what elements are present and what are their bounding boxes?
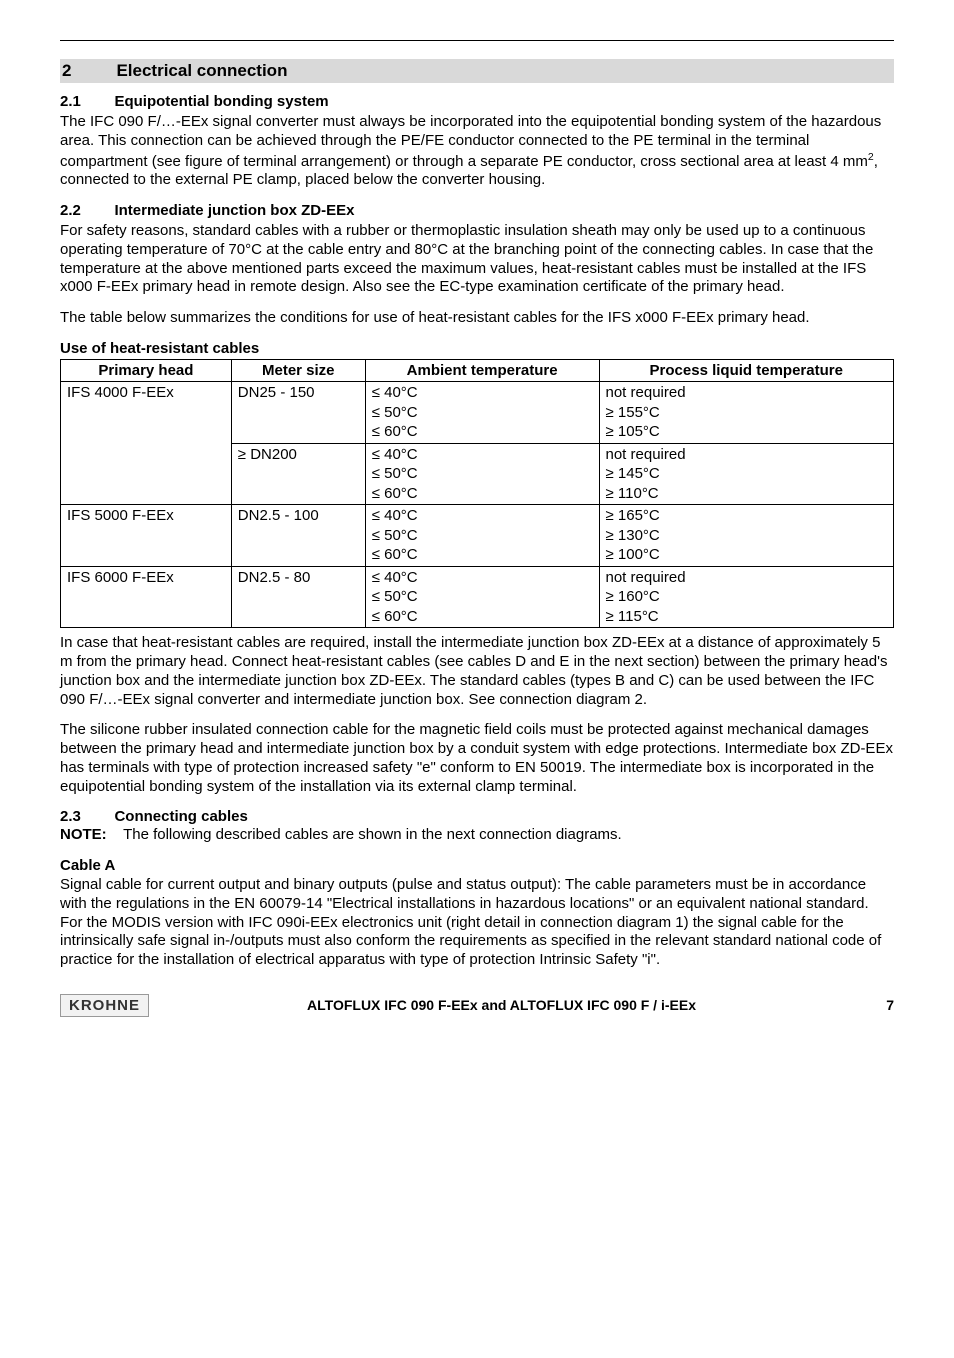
subheading-2-1: 2.1 Equipotential bonding system <box>60 93 894 111</box>
cell-process: ≥ 165°C ≥ 130°C ≥ 100°C <box>599 505 894 567</box>
table-row: IFS 5000 F-EEx DN2.5 - 100 ≤ 40°C ≤ 50°C… <box>61 505 894 567</box>
table-header-row: Primary head Meter size Ambient temperat… <box>61 359 894 382</box>
s22-p2: The table below summarizes the condition… <box>60 309 894 328</box>
cell-primary: IFS 5000 F-EEx <box>61 505 232 567</box>
cable-a-label: Cable A <box>60 857 894 874</box>
section-number: 2 <box>60 61 112 81</box>
cell-ambient: ≤ 40°C ≤ 50°C ≤ 60°C <box>365 382 599 444</box>
th-process: Process liquid temperature <box>599 359 894 382</box>
cell-process: not required ≥ 160°C ≥ 115°C <box>599 566 894 628</box>
sub-title: Equipotential bonding system <box>114 93 328 110</box>
footer-logo: KROHNE <box>60 994 149 1017</box>
cell-ambient: ≤ 40°C ≤ 50°C ≤ 60°C <box>365 443 599 505</box>
table-row: IFS 6000 F-EEx DN2.5 - 80 ≤ 40°C ≤ 50°C … <box>61 566 894 628</box>
page: 2 Electrical connection 2.1 Equipotentia… <box>0 0 954 1037</box>
s21-body-a: The IFC 090 F/…-EEx signal converter mus… <box>60 113 881 170</box>
section-title: Electrical connection <box>116 61 287 80</box>
note-label: NOTE: <box>60 826 107 843</box>
subheading-2-3: 2.3 Connecting cables <box>60 808 894 826</box>
th-primary: Primary head <box>61 359 232 382</box>
cell-process: not required ≥ 145°C ≥ 110°C <box>599 443 894 505</box>
cell-meter: DN2.5 - 100 <box>231 505 365 567</box>
cell-meter: DN25 - 150 <box>231 382 365 444</box>
top-rule <box>60 40 894 41</box>
s21-body: The IFC 090 F/…-EEx signal converter mus… <box>60 113 894 190</box>
subheading-2-2: 2.2 Intermediate junction box ZD-EEx <box>60 202 894 220</box>
cell-primary: IFS 4000 F-EEx <box>61 382 232 505</box>
cell-meter: ≥ DN200 <box>231 443 365 505</box>
sub-title: Connecting cables <box>114 808 247 825</box>
note-text: The following described cables are shown… <box>123 826 622 843</box>
s22-p1: For safety reasons, standard cables with… <box>60 222 894 297</box>
s22-p3: In case that heat-resistant cables are r… <box>60 634 894 709</box>
table-row: IFS 4000 F-EEx DN25 - 150 ≤ 40°C ≤ 50°C … <box>61 382 894 444</box>
th-meter: Meter size <box>231 359 365 382</box>
s23-note: NOTE: The following described cables are… <box>60 826 894 845</box>
cable-a-body: Signal cable for current output and bina… <box>60 876 894 970</box>
footer-title: ALTOFLUX IFC 090 F-EEx and ALTOFLUX IFC … <box>149 997 854 1013</box>
sub-num: 2.1 <box>60 93 110 110</box>
cell-process: not required ≥ 155°C ≥ 105°C <box>599 382 894 444</box>
cell-ambient: ≤ 40°C ≤ 50°C ≤ 60°C <box>365 505 599 567</box>
cell-primary: IFS 6000 F-EEx <box>61 566 232 628</box>
footer-page: 7 <box>854 997 894 1013</box>
th-ambient: Ambient temperature <box>365 359 599 382</box>
cell-meter: DN2.5 - 80 <box>231 566 365 628</box>
cell-ambient: ≤ 40°C ≤ 50°C ≤ 60°C <box>365 566 599 628</box>
sub-num: 2.2 <box>60 202 110 219</box>
heat-resistant-cables-table: Primary head Meter size Ambient temperat… <box>60 359 894 629</box>
table-caption: Use of heat-resistant cables <box>60 340 894 357</box>
section-heading: 2 Electrical connection <box>60 59 894 83</box>
s22-p4: The silicone rubber insulated connection… <box>60 721 894 796</box>
sub-num: 2.3 <box>60 808 110 825</box>
footer: KROHNE ALTOFLUX IFC 090 F-EEx and ALTOFL… <box>60 994 894 1017</box>
sub-title: Intermediate junction box ZD-EEx <box>114 202 354 219</box>
